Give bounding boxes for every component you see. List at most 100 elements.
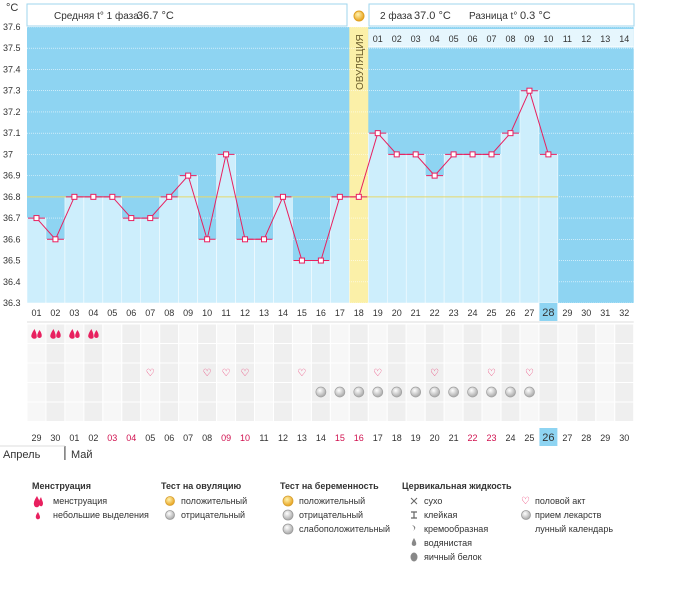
cycle-day-label[interactable]: 25 — [487, 308, 497, 318]
observation-cell[interactable] — [538, 401, 559, 422]
observation-cell[interactable] — [197, 343, 218, 364]
cycle-day-label[interactable]: 06 — [126, 308, 136, 318]
observation-cell[interactable] — [140, 382, 161, 403]
observation-cell[interactable] — [26, 382, 47, 403]
temperature-point[interactable] — [374, 130, 381, 137]
observation-cell[interactable] — [159, 323, 180, 344]
observation-cell[interactable] — [83, 382, 104, 403]
observation-cell[interactable] — [329, 401, 350, 422]
observation-cell[interactable] — [64, 343, 85, 364]
cycle-day-label[interactable]: 12 — [240, 308, 250, 318]
observation-cell[interactable] — [424, 323, 445, 344]
observation-cell[interactable] — [614, 362, 635, 383]
observation-cell[interactable] — [140, 323, 161, 344]
observation-cell[interactable] — [254, 382, 274, 403]
calendar-date-label[interactable]: 15 — [335, 433, 345, 443]
observation-cell[interactable] — [140, 401, 161, 422]
calendar-date-label[interactable]: 09 — [221, 433, 231, 443]
observation-cell[interactable] — [405, 323, 426, 344]
observation-cell[interactable] — [557, 401, 578, 422]
calendar-date-label[interactable]: 14 — [316, 433, 326, 443]
observation-cell[interactable] — [519, 343, 540, 364]
observation-cell[interactable] — [216, 343, 237, 364]
calendar-date-label[interactable]: 04 — [126, 433, 136, 443]
observation-cell[interactable] — [102, 323, 123, 344]
observation-cell[interactable] — [45, 343, 66, 364]
observation-cell[interactable] — [159, 401, 180, 422]
observation-cell[interactable] — [348, 401, 369, 422]
calendar-date-label[interactable]: 06 — [164, 433, 174, 443]
observation-cell[interactable] — [329, 343, 350, 364]
cycle-day-label[interactable]: 01 — [31, 308, 41, 318]
cycle-day-label[interactable]: 24 — [468, 308, 478, 318]
observation-cell[interactable] — [538, 362, 559, 383]
observation-cell[interactable] — [614, 323, 635, 344]
observation-cell[interactable] — [367, 401, 388, 422]
observation-cell[interactable] — [386, 362, 407, 383]
observation-cell[interactable] — [443, 323, 464, 344]
observation-cell[interactable] — [178, 323, 199, 344]
observation-cell[interactable] — [595, 382, 616, 403]
calendar-date-label[interactable]: 24 — [505, 433, 515, 443]
observation-cell[interactable] — [216, 382, 237, 403]
observation-cell[interactable] — [538, 343, 559, 364]
calendar-date-label[interactable]: 19 — [411, 433, 421, 443]
observation-cell[interactable] — [538, 382, 559, 403]
observation-cell[interactable] — [83, 323, 104, 344]
observation-cell[interactable] — [557, 323, 578, 344]
observation-cell[interactable] — [405, 343, 426, 364]
observation-cell[interactable] — [102, 343, 123, 364]
temperature-point[interactable] — [488, 151, 495, 158]
cycle-day-label[interactable]: 21 — [411, 308, 421, 318]
observation-cell[interactable] — [424, 401, 445, 422]
observation-cell[interactable] — [254, 401, 274, 422]
observation-cell[interactable] — [443, 343, 464, 364]
temperature-point[interactable] — [412, 151, 419, 158]
observation-cell[interactable] — [216, 323, 237, 344]
observation-cell[interactable] — [178, 362, 199, 383]
calendar-date-label[interactable]: 07 — [183, 433, 193, 443]
observation-cell[interactable] — [614, 382, 635, 403]
observation-cell[interactable] — [348, 323, 369, 344]
observation-cell[interactable] — [519, 401, 540, 422]
calendar-date-label[interactable]: 11 — [259, 433, 268, 443]
temperature-point[interactable] — [52, 236, 59, 243]
observation-cell[interactable] — [26, 323, 47, 344]
temperature-point[interactable] — [166, 193, 173, 200]
observation-cell[interactable] — [254, 323, 274, 344]
observation-cell[interactable] — [481, 401, 502, 422]
calendar-date-label[interactable]: 08 — [202, 433, 212, 443]
observation-cell[interactable] — [83, 362, 104, 383]
cycle-day-label[interactable]: 13 — [259, 308, 269, 318]
calendar-date-label[interactable]: 01 — [69, 433, 79, 443]
cycle-day-label[interactable]: 27 — [524, 308, 534, 318]
temperature-point[interactable] — [431, 172, 438, 179]
observation-cell[interactable] — [121, 382, 142, 403]
observation-cell[interactable] — [595, 323, 616, 344]
cycle-day-label[interactable]: 11 — [221, 308, 230, 318]
observation-cell[interactable] — [310, 323, 331, 344]
observation-cell[interactable] — [595, 401, 616, 422]
observation-cell[interactable] — [405, 401, 426, 422]
observation-cell[interactable] — [576, 401, 597, 422]
temperature-point[interactable] — [223, 151, 230, 158]
temperature-point[interactable] — [147, 215, 154, 222]
temperature-point[interactable] — [204, 236, 211, 243]
observation-cell[interactable] — [26, 343, 47, 364]
cycle-day-label[interactable]: 22 — [430, 308, 440, 318]
observation-cell[interactable] — [64, 382, 85, 403]
calendar-date-label[interactable]: 21 — [449, 433, 459, 443]
cycle-day-label[interactable]: 17 — [335, 308, 345, 318]
calendar-date-label[interactable]: 26 — [542, 432, 554, 444]
cycle-day-label[interactable]: 31 — [600, 308, 610, 318]
cycle-day-label[interactable]: 03 — [69, 308, 79, 318]
observation-cell[interactable] — [64, 401, 85, 422]
calendar-date-label[interactable]: 20 — [430, 433, 440, 443]
observation-cell[interactable] — [197, 323, 218, 344]
observation-cell[interactable] — [329, 362, 350, 383]
calendar-date-label[interactable]: 28 — [581, 433, 591, 443]
cycle-day-label[interactable]: 02 — [50, 308, 60, 318]
observation-cell[interactable] — [462, 323, 483, 344]
observation-cell[interactable] — [348, 343, 369, 364]
calendar-date-label[interactable]: 13 — [297, 433, 307, 443]
